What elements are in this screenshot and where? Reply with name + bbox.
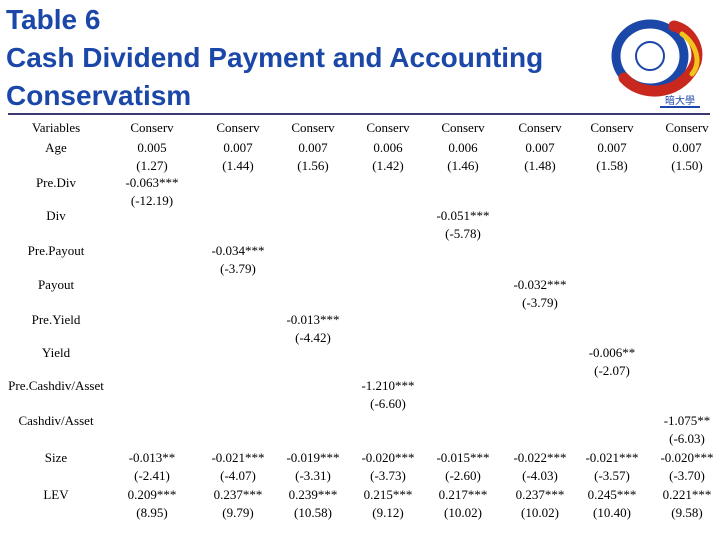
age-coef-col-4: 0.006 [373,140,403,155]
lev-coef-col-4: 0.215*** [363,487,413,502]
age-tstat-col-8: (1.50) [671,158,703,173]
column-header-1: Conserv [130,120,174,135]
prepayout-tstat: (-3.79) [220,261,256,276]
title-line-1: Table 6 [6,4,101,35]
slide-title: Table 6 Cash Dividend Payment and Accoun… [6,1,543,115]
size-coef-col-6: -0.022*** [513,450,567,465]
size-tstat-col-5: (-2.60) [445,468,481,483]
age-tstat-col-3: (1.56) [297,158,329,173]
lev-tstat-col-7: (10.40) [593,505,631,520]
prepayout-coef: -0.034*** [211,243,265,258]
lev-coef-col-5: 0.217*** [438,487,488,502]
age-coef-col-5: 0.006 [448,140,478,155]
column-header-7: Conserv [590,120,634,135]
column-header-4: Conserv [366,120,410,135]
lev-tstat-col-8: (9.58) [671,505,703,520]
age-coef-col-6: 0.007 [525,140,555,155]
size-coef-col-4: -0.020*** [361,450,415,465]
size-tstat-col-1: (-2.41) [134,468,170,483]
precashdiv-asset-tstat: (-6.60) [370,396,406,411]
row-label-payout: Payout [37,277,75,292]
column-header-6: Conserv [518,120,562,135]
row-label-cashdiv-asset: Cashdiv/Asset [18,413,94,428]
size-tstat-col-4: (-3.73) [370,468,406,483]
precashdiv-asset-coef: -1.210*** [361,378,415,393]
lev-coef-col-1: 0.209*** [127,487,177,502]
prediv-tstat: (-12.19) [130,193,174,208]
lev-tstat-col-6: (10.02) [521,505,559,520]
lev-tstat-col-3: (10.58) [294,505,332,520]
size-tstat-col-7: (-3.57) [594,468,630,483]
age-tstat-col-1: (1.27) [136,158,168,173]
age-tstat-col-2: (1.44) [222,158,254,173]
yield-coef: -0.006** [588,345,636,360]
row-label-lev: LEV [43,487,69,502]
lev-tstat-col-1: (8.95) [136,505,168,520]
div-coef: -0.051*** [436,208,490,223]
lev-tstat-col-2: (9.79) [222,505,254,520]
size-tstat-col-8: (-3.70) [669,468,705,483]
size-tstat-col-3: (-3.31) [295,468,331,483]
column-header-5: Conserv [441,120,485,135]
age-coef-col-1: 0.005 [137,140,167,155]
size-coef-col-8: -0.020*** [660,450,714,465]
lev-tstat-col-4: (9.12) [372,505,404,520]
university-logo: 暗大學 [611,19,703,108]
age-coef-col-7: 0.007 [597,140,627,155]
cashdiv-asset-tstat: (-6.03) [669,431,705,446]
cashdiv-asset-coef: -1.075** [663,413,711,428]
title-line-2: Cash Dividend Payment and Accounting [6,42,544,73]
age-coef-col-2: 0.007 [223,140,253,155]
lev-coef-col-6: 0.237*** [515,487,565,502]
age-tstat-col-5: (1.46) [447,158,479,173]
lev-coef-col-7: 0.245*** [587,487,637,502]
title-line-3: Conservatism [6,80,192,111]
column-header-3: Conserv [291,120,335,135]
size-coef-col-5: -0.015*** [436,450,490,465]
size-tstat-col-6: (-4.03) [522,468,558,483]
row-label-preyield: Pre.Yield [31,312,81,327]
lev-coef-col-3: 0.239*** [288,487,338,502]
lev-coef-col-8: 0.221*** [662,487,712,502]
row-label-precashdiv-asset: Pre.Cashdiv/Asset [8,378,104,393]
row-label-prediv: Pre.Div [35,175,77,190]
payout-tstat: (-3.79) [522,295,558,310]
age-coef-col-3: 0.007 [298,140,328,155]
size-coef-col-2: -0.021*** [211,450,265,465]
payout-coef: -0.032*** [513,277,567,292]
age-coef-col-8: 0.007 [672,140,702,155]
lev-tstat-col-5: (10.02) [444,505,482,520]
size-coef-col-3: -0.019*** [286,450,340,465]
header-rule [8,113,710,115]
preyield-tstat: (-4.42) [295,330,331,345]
div-tstat: (-5.78) [445,226,481,241]
prediv-coef: -0.063*** [125,175,179,190]
size-tstat-col-2: (-4.07) [220,468,256,483]
row-label-yield: Yield [41,345,71,360]
row-label-prepayout: Pre.Payout [27,243,85,258]
age-tstat-col-4: (1.42) [372,158,404,173]
age-tstat-col-7: (1.58) [596,158,628,173]
row-label-size: Size [44,450,68,465]
column-header-2: Conserv [216,120,260,135]
size-coef-col-7: -0.021*** [585,450,639,465]
yield-tstat: (-2.07) [594,363,630,378]
size-coef-col-1: -0.013** [128,450,176,465]
logo-text: 暗大學 [665,94,695,107]
column-header-8: Conserv [665,120,709,135]
header-variables: Variables [31,120,81,135]
row-label-age: Age [45,140,67,155]
preyield-coef: -0.013*** [286,312,340,327]
lev-coef-col-2: 0.237*** [213,487,263,502]
age-tstat-col-6: (1.48) [524,158,556,173]
row-label-div: Div [46,208,66,223]
